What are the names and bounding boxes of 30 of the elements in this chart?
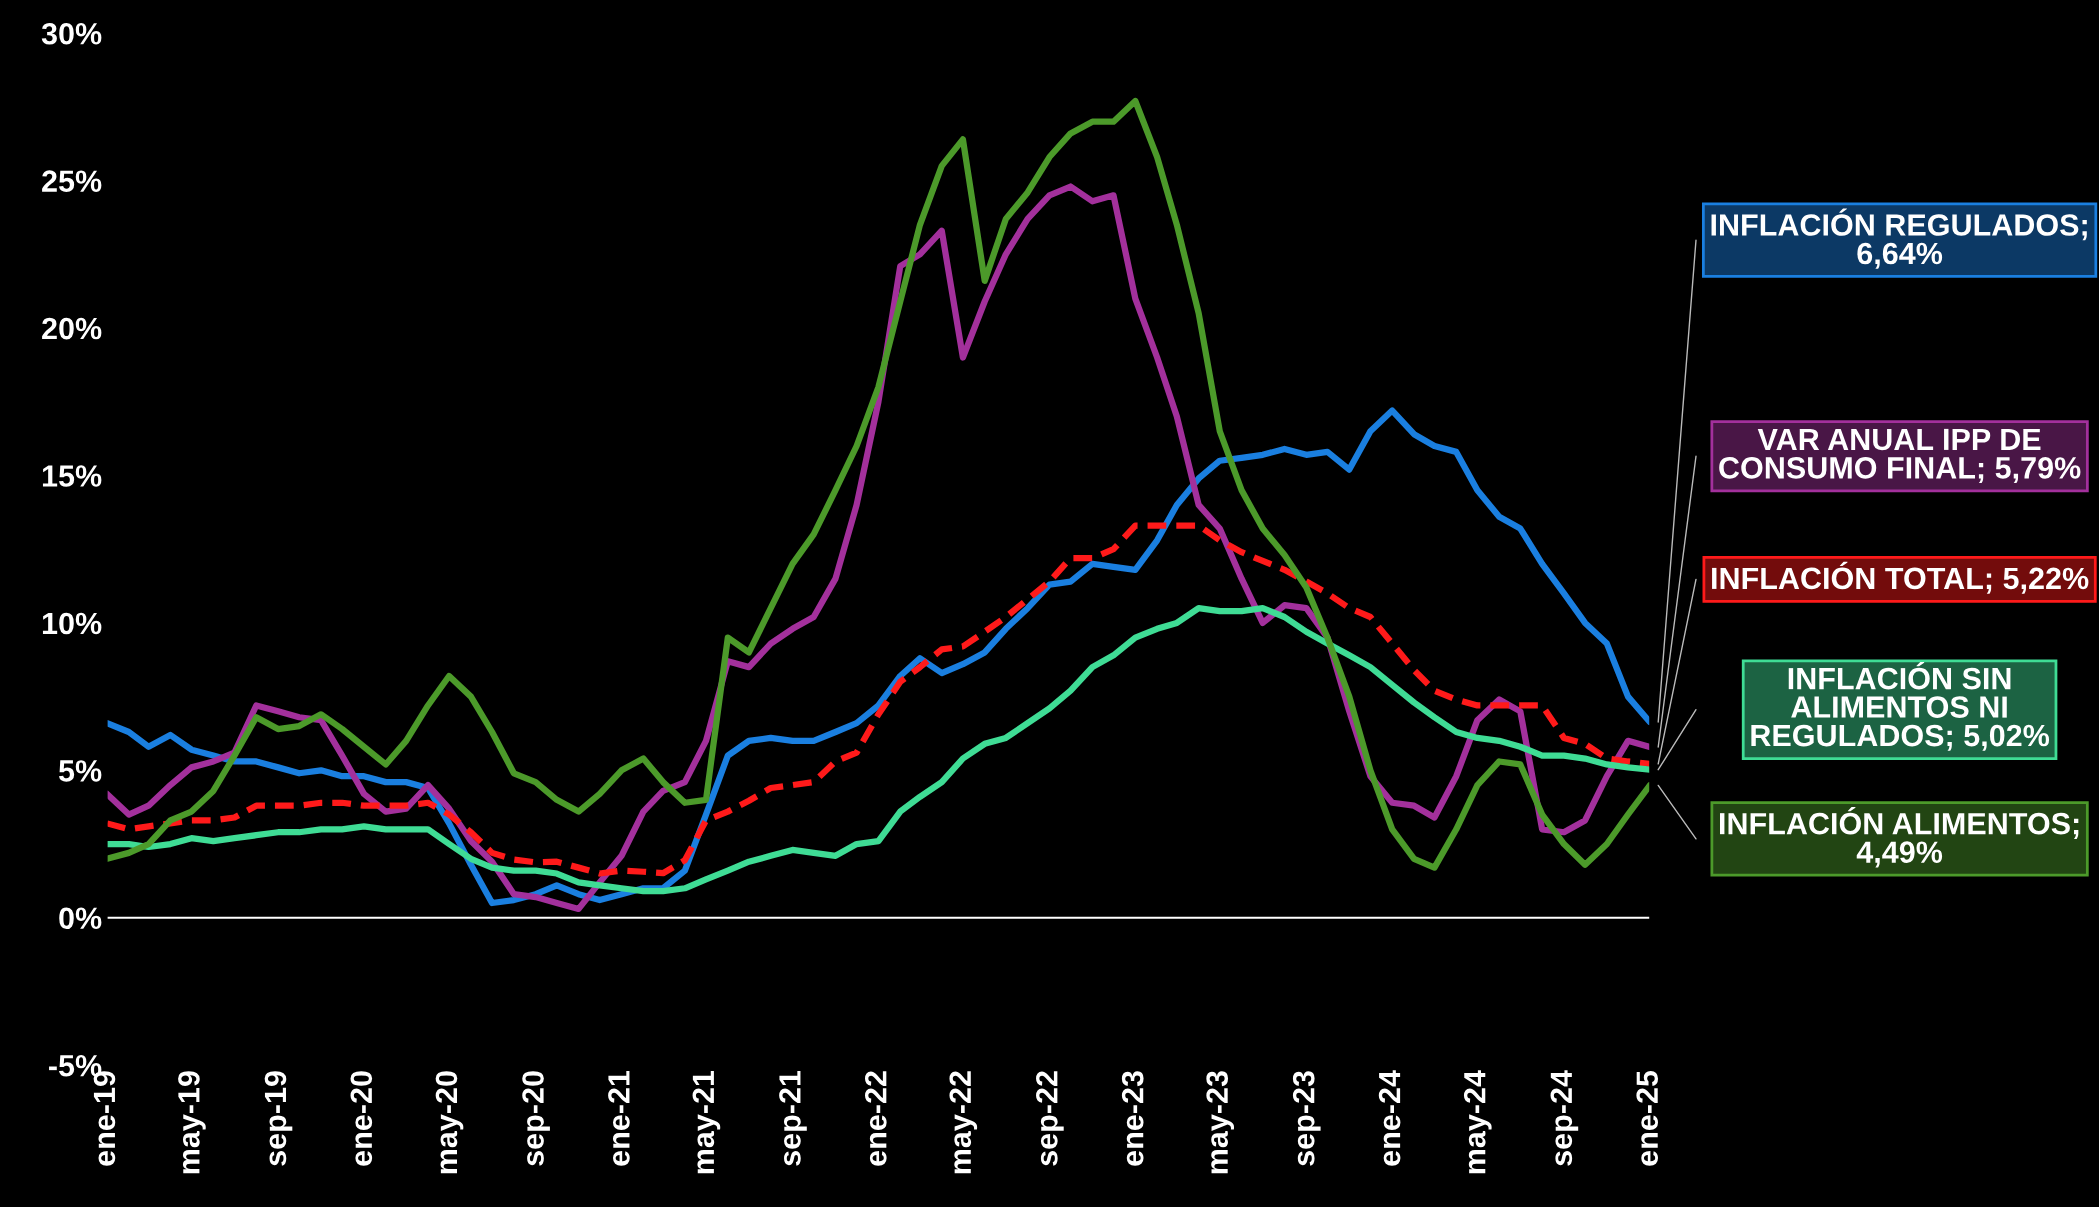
x-tick-label: sep-22 xyxy=(1036,1071,1064,1166)
x-tick-label: ene-25 xyxy=(1636,1070,1659,1166)
text: INFLACIÓN TOTAL; 5,22% xyxy=(1712,561,2089,594)
x-tick-label: ene-22 xyxy=(865,1071,887,1166)
y-tick-label: 5% xyxy=(58,760,102,782)
x-tick-label: ene-21 xyxy=(608,1070,630,1166)
x-tick-label: may-21 xyxy=(692,1070,721,1174)
x-tick-label: may-20 xyxy=(435,1071,464,1174)
x-tick-label: may-23 xyxy=(1206,1071,1235,1174)
text: INFLACIÓN REGULADOS; 6,64% xyxy=(1711,208,2087,269)
y-tick-label: 15% xyxy=(42,465,102,487)
x-tick-label: ene-24 xyxy=(1378,1070,1401,1166)
x-tick-label: may-24 xyxy=(1463,1070,1492,1174)
y-tick-label: 10% xyxy=(42,612,102,635)
text: INFLACIÓN SIN ALIMENTOS NI REGULADOS; 5,02% xyxy=(1751,662,2050,751)
x-tick-label: sep-21 xyxy=(779,1070,807,1166)
y-tick-label: 25% xyxy=(42,170,102,192)
y-tick-label: 20% xyxy=(42,317,102,340)
x-tick-label: sep-19 xyxy=(264,1071,293,1166)
x-tick-label: may-22 xyxy=(949,1071,978,1174)
text: VAR ANUAL IPP DE CONSUMO FINAL; 5,79% xyxy=(1719,428,2081,484)
x-tick-label: sep-23 xyxy=(1292,1071,1321,1166)
x-tick-label: ene-20 xyxy=(350,1071,373,1166)
x-tick-label: ene-23 xyxy=(1121,1071,1144,1166)
text: INFLACIÓN ALIMENTOS; 4,49% xyxy=(1720,807,2079,868)
x-tick-label: may-19 xyxy=(178,1071,206,1174)
y-tick-label: 30% xyxy=(41,22,102,45)
x-tick-label: sep-24 xyxy=(1550,1070,1579,1166)
y-tick-label: 0% xyxy=(59,907,102,930)
x-tick-label: sep-20 xyxy=(522,1071,550,1166)
